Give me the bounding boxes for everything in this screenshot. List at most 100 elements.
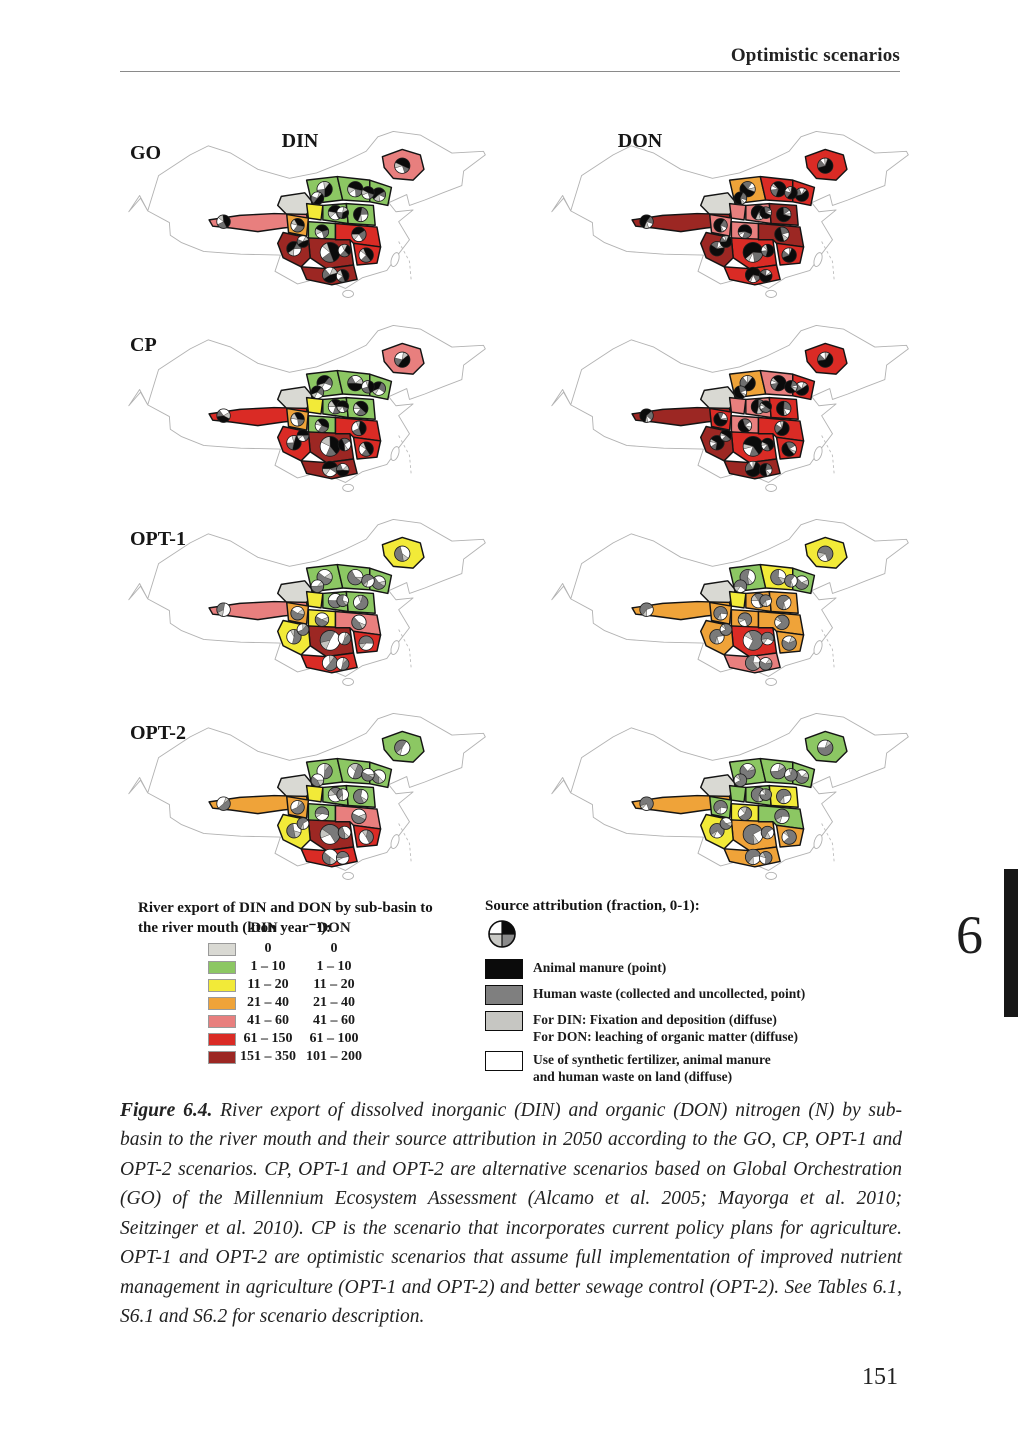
map-opt2-din	[128, 712, 486, 880]
source-pie	[319, 630, 341, 651]
island-outline	[390, 640, 400, 655]
legend-source-item: For DIN: Fixation and deposition (diffus…	[485, 1010, 885, 1045]
source-pie	[709, 435, 725, 451]
chapter-tab-bar	[1004, 869, 1018, 1017]
source-pie	[639, 214, 654, 229]
map-row-opt2: OPT-2	[120, 700, 1000, 894]
source-pie	[817, 157, 834, 174]
source-pie	[358, 441, 374, 457]
source-pie	[216, 214, 231, 229]
source-pie	[316, 181, 333, 198]
map-opt1-din	[128, 518, 486, 686]
source-pie	[321, 460, 339, 478]
source-pie	[296, 235, 310, 248]
page-number: 151	[862, 1364, 898, 1390]
source-pie	[394, 157, 411, 174]
legend-class-row: 1 – 10 1 – 10	[208, 958, 368, 976]
figure-caption-label: Figure 6.4.	[120, 1099, 213, 1121]
source-pie	[335, 851, 350, 865]
source-pie	[758, 269, 773, 283]
figure-caption-body: River export of dissolved inorganic (DIN…	[120, 1099, 902, 1328]
source-pie	[744, 460, 762, 478]
source-pie	[337, 437, 352, 452]
source-pie	[290, 800, 305, 815]
island-outline	[342, 871, 354, 880]
source-pie	[774, 420, 790, 436]
column-header-din: DIN	[281, 130, 319, 152]
legend-source-title: Source attribution (fraction, 0-1):	[485, 898, 700, 914]
source-pie	[336, 206, 349, 219]
running-head: Optimistic scenarios	[730, 45, 900, 66]
source-pie	[358, 829, 374, 845]
source-pie	[394, 351, 411, 368]
source-pie	[394, 739, 411, 756]
class-swatch	[208, 960, 236, 974]
source-pie	[639, 796, 654, 811]
map-go-don	[551, 130, 909, 298]
map-row-cp: CP	[120, 312, 1000, 506]
source-pie	[347, 763, 364, 780]
map-cp-don	[551, 324, 909, 492]
legend-source-attribution: Source attribution (fraction, 0-1): Anim…	[485, 898, 885, 1085]
source-pie	[310, 579, 325, 593]
source-pie	[742, 824, 764, 845]
source-pie	[337, 631, 352, 646]
island-outline	[390, 446, 400, 461]
source-pie	[713, 412, 728, 427]
source-pie	[760, 825, 775, 840]
subbasin-region	[728, 396, 747, 415]
source-pie	[817, 351, 834, 368]
source-pie	[321, 848, 339, 866]
source-pie	[760, 243, 775, 258]
subbasin-region	[305, 202, 324, 221]
source-pie	[314, 806, 330, 821]
legend-source-item: Use of synthetic fertilizer, animal manu…	[485, 1050, 885, 1085]
source-swatch	[485, 985, 523, 1005]
source-pie	[361, 186, 375, 200]
source-pie	[358, 247, 374, 263]
island-outline	[342, 289, 354, 298]
source-pie	[314, 224, 330, 239]
legend-source-item: Animal manure (point)	[485, 958, 885, 979]
island-outline	[390, 252, 400, 267]
source-pie	[817, 739, 834, 756]
maritime-boundary	[398, 435, 412, 476]
maritime-boundary	[398, 823, 412, 864]
source-pie	[335, 269, 350, 283]
subbasin-region	[305, 784, 324, 803]
source-pie	[296, 623, 310, 636]
source-pie	[314, 612, 330, 627]
source-pie	[719, 817, 733, 830]
island-outline	[342, 677, 354, 686]
source-pie	[321, 266, 339, 284]
source-pie	[758, 657, 773, 671]
source-pie	[784, 574, 798, 588]
source-pie	[394, 545, 411, 562]
maritime-boundary	[821, 241, 835, 282]
source-pie	[770, 569, 787, 586]
source-pie	[216, 796, 231, 811]
source-pie	[758, 463, 773, 477]
source-pie	[351, 420, 367, 436]
legend-class-row: 41 – 60 41 – 60	[208, 1012, 368, 1030]
island-outline	[813, 446, 823, 461]
source-pie	[784, 186, 798, 200]
source-pie	[319, 242, 341, 263]
source-pie	[759, 206, 772, 219]
class-swatch	[208, 942, 236, 956]
source-pie	[319, 824, 341, 845]
island-outline	[813, 640, 823, 655]
source-pie	[744, 266, 762, 284]
legend-class-row: 21 – 40 21 – 40	[208, 994, 368, 1012]
source-pie	[347, 569, 364, 586]
source-swatch	[485, 1011, 523, 1031]
map-row-go: GO	[120, 118, 1000, 312]
island-outline	[765, 289, 777, 298]
column-header-don: DON	[617, 130, 663, 152]
island-outline	[813, 252, 823, 267]
source-pie	[358, 635, 374, 651]
row-label-go: GO	[130, 142, 162, 164]
map-row-opt1: OPT-1	[120, 506, 1000, 700]
subbasin-region	[728, 590, 747, 609]
